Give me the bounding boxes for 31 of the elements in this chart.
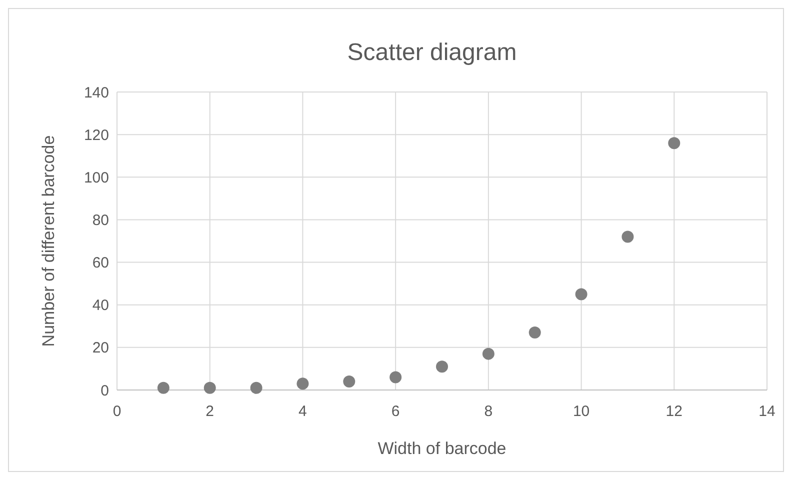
chart-title: Scatter diagram [347, 39, 517, 66]
point [157, 382, 170, 394]
y-tick-label: 20 [92, 340, 109, 357]
x-tick-label: 4 [298, 403, 307, 420]
y-tick-label: 120 [84, 126, 109, 144]
x-axis-title: Width of barcode [378, 439, 506, 458]
point [296, 378, 309, 390]
point [390, 371, 402, 384]
point [482, 348, 494, 360]
x-tick-label: 2 [206, 403, 214, 420]
y-tick-label: 40 [92, 297, 109, 314]
y-tick-label: 140 [84, 84, 109, 102]
x-tick-label: 8 [484, 403, 493, 420]
x-tick-label: 6 [391, 403, 400, 420]
y-tick-label: 0 [100, 382, 109, 400]
x-tick-label: 10 [572, 403, 590, 420]
point [204, 382, 216, 394]
point [343, 375, 356, 388]
x-tick-label: 12 [666, 403, 682, 420]
point [668, 137, 680, 150]
x-tick-label: 0 [112, 403, 122, 420]
point [528, 326, 541, 339]
point [622, 230, 634, 243]
y-tick-label: 60 [92, 254, 109, 272]
x-tick-label: 14 [758, 403, 776, 420]
point [250, 382, 262, 394]
point [575, 288, 588, 300]
y-axis-title: Number of different barcode [39, 135, 58, 347]
y-tick-label: 80 [92, 212, 109, 229]
y-tick-label: 100 [84, 169, 109, 186]
point [436, 360, 448, 373]
